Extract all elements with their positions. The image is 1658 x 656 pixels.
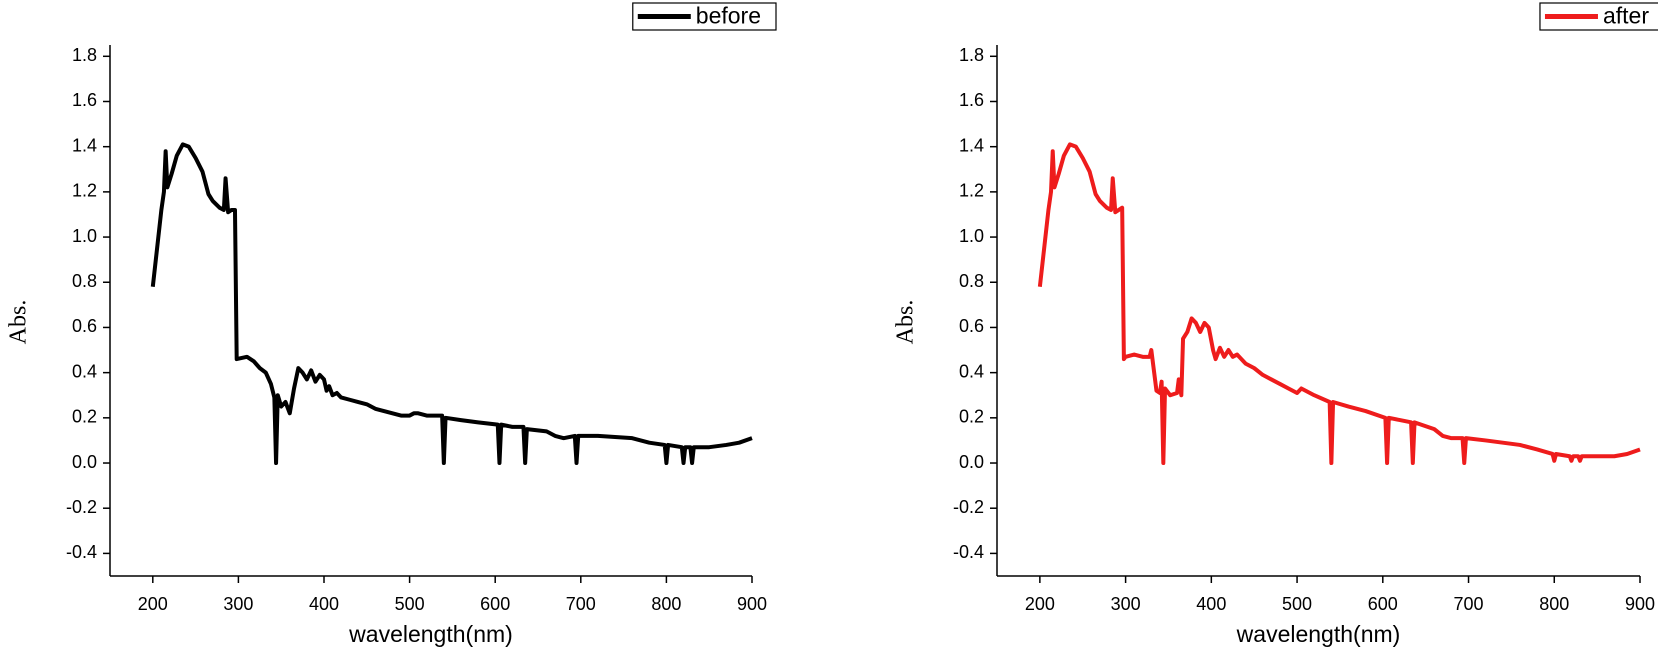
y-axis-title: Abs. [893, 300, 919, 345]
x-tick-label: 400 [309, 594, 339, 614]
y-tick-label: -0.4 [953, 542, 984, 562]
y-tick-label: -0.2 [66, 497, 97, 517]
x-tick-label: 900 [737, 594, 767, 614]
data-line [150, 142, 753, 466]
y-tick-label: 0.2 [959, 407, 984, 427]
y-tick-label: 0.2 [72, 407, 97, 427]
x-tick-label: 400 [1196, 594, 1226, 614]
y-tick-label: 0.8 [72, 271, 97, 291]
x-tick-label: 300 [223, 594, 253, 614]
x-tick-label: 600 [1368, 594, 1398, 614]
y-tick-label: -0.2 [953, 497, 984, 517]
y-tick-label: 1.2 [959, 181, 984, 201]
x-tick-label: 500 [395, 594, 425, 614]
y-tick-label: 1.0 [72, 226, 97, 246]
y-tick-label: 1.8 [959, 45, 984, 65]
x-tick-label: 300 [1111, 594, 1141, 614]
x-axis-title: wavelength(nm) [348, 621, 513, 647]
y-tick-label: 1.8 [72, 45, 97, 65]
x-tick-label: 500 [1282, 594, 1312, 614]
y-tick-label: 0.8 [959, 271, 984, 291]
x-tick-label: 700 [566, 594, 596, 614]
data-line [1037, 142, 1641, 466]
y-tick-label: 1.6 [72, 90, 97, 110]
x-tick-label: 700 [1454, 594, 1484, 614]
panel: -0.4 -0.2 0.0 0.2 0.4 0.6 0.8 1.0 1.2 1.4 1.6 1.8 20… [893, 2, 1658, 647]
y-tick-label: 1.2 [72, 181, 97, 201]
y-tick-label: 0.4 [72, 361, 97, 381]
legend-label: before [696, 3, 761, 29]
x-tick-label: 200 [138, 594, 168, 614]
legend-label: after [1603, 3, 1649, 29]
x-tick-label: 800 [1539, 594, 1569, 614]
y-tick-label: 0.0 [72, 452, 97, 472]
legend: before [632, 2, 777, 31]
x-tick-label: 600 [480, 594, 510, 614]
x-tick-label: 800 [651, 594, 681, 614]
x-tick-label: 200 [1025, 594, 1055, 614]
x-tick-label: 900 [1625, 594, 1655, 614]
y-tick-label: 1.0 [959, 226, 984, 246]
y-axis-title: Abs. [6, 300, 32, 345]
y-tick-label: 0.4 [959, 361, 984, 381]
legend: after [1539, 2, 1658, 31]
y-tick-label: -0.4 [66, 542, 97, 562]
y-tick-label: 0.0 [959, 452, 984, 472]
y-tick-label: 1.6 [959, 90, 984, 110]
y-tick-label: 1.4 [72, 135, 97, 155]
y-tick-label: 1.4 [959, 135, 984, 155]
x-axis-title: wavelength(nm) [1236, 621, 1401, 647]
y-tick-label: 0.6 [72, 316, 97, 336]
y-tick-label: 0.6 [959, 316, 984, 336]
panel: -0.4 -0.2 0.0 0.2 0.4 0.6 0.8 1.0 1.2 1.4 1.6 1.8 20… [6, 2, 777, 647]
